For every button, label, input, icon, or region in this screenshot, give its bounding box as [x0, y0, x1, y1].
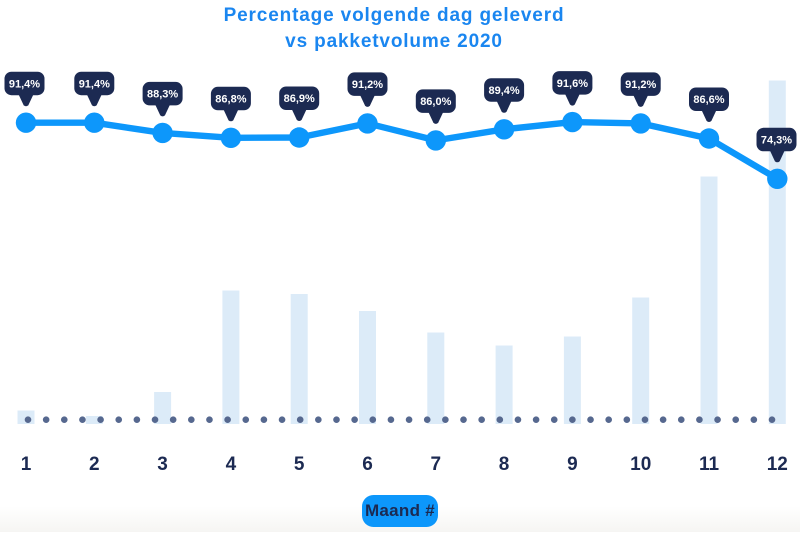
svg-text:9: 9 [567, 454, 578, 475]
svg-text:91,2%: 91,2% [625, 79, 656, 91]
svg-text:8: 8 [499, 454, 510, 475]
svg-text:91,4%: 91,4% [79, 79, 110, 91]
svg-text:6: 6 [362, 454, 373, 475]
svg-text:4: 4 [226, 454, 237, 475]
svg-text:3: 3 [157, 454, 168, 475]
svg-text:5: 5 [294, 454, 305, 475]
svg-text:91,2%: 91,2% [352, 79, 383, 91]
svg-text:12: 12 [767, 454, 788, 475]
svg-text:86,6%: 86,6% [693, 94, 724, 106]
svg-text:91,6%: 91,6% [557, 78, 588, 90]
svg-text:89,4%: 89,4% [488, 85, 519, 97]
svg-text:91,4%: 91,4% [9, 79, 40, 91]
svg-text:86,9%: 86,9% [284, 93, 315, 105]
svg-text:7: 7 [431, 454, 442, 475]
svg-text:2: 2 [89, 454, 100, 475]
svg-text:1: 1 [21, 454, 32, 475]
svg-text:86,0%: 86,0% [420, 96, 451, 108]
svg-text:10: 10 [630, 454, 651, 475]
svg-text:11: 11 [699, 454, 720, 475]
svg-text:86,8%: 86,8% [215, 94, 246, 106]
svg-text:88,3%: 88,3% [147, 89, 178, 101]
svg-text:74,3%: 74,3% [761, 135, 792, 147]
